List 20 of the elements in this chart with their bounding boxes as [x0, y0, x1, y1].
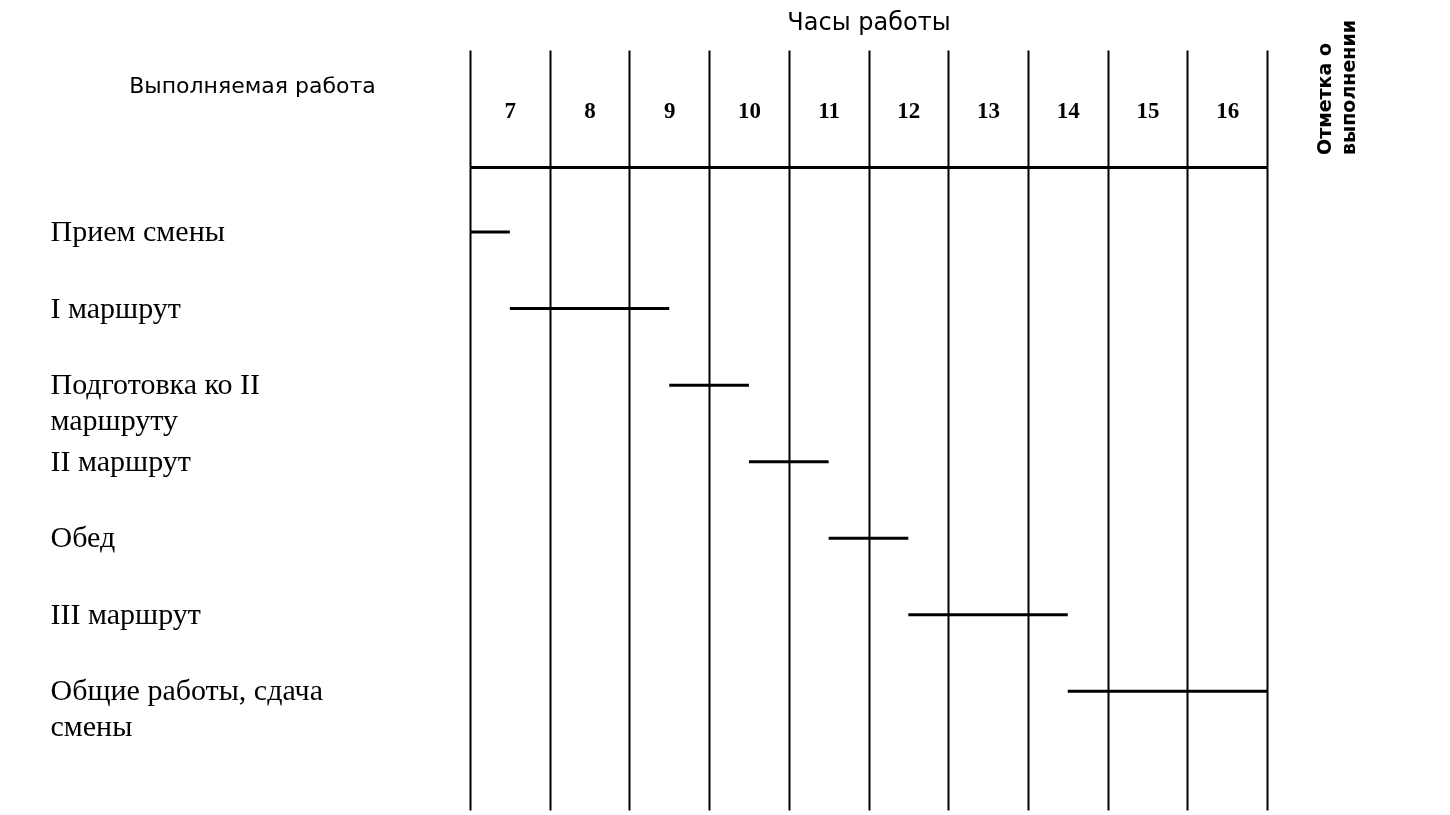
x-tick-label: 14 [1056, 97, 1081, 123]
y-tick-label: II маршрут [50, 443, 191, 477]
x-tick-label: 15 [1136, 97, 1160, 123]
x-tick-label: 9 [664, 97, 676, 123]
y-tick-label: I маршрут [50, 290, 181, 324]
x-tick-label: 13 [977, 97, 1001, 123]
y-tick-label: Подготовка ко II маршруту [50, 367, 261, 437]
y-axis-title: Выполняемая работа [129, 72, 376, 98]
x-tick-label: 12 [897, 97, 921, 123]
y-tick-label: Общие работы, сдача смены [50, 673, 323, 743]
y-tick-label: Прием смены [50, 214, 225, 248]
y2-axis-title: Отметка о выполнении [1313, 19, 1359, 155]
y-tick-label: III маршрут [50, 596, 201, 630]
x-axis-title: Часы работы [787, 7, 951, 36]
x-tick-label: 7 [504, 97, 517, 123]
y-tick-label: Обед [50, 520, 116, 554]
x-tick-label: 8 [584, 97, 596, 123]
x-tick-label: 10 [737, 97, 761, 123]
x-tick-label: 11 [818, 97, 841, 123]
x-tick-label: 16 [1216, 97, 1240, 123]
